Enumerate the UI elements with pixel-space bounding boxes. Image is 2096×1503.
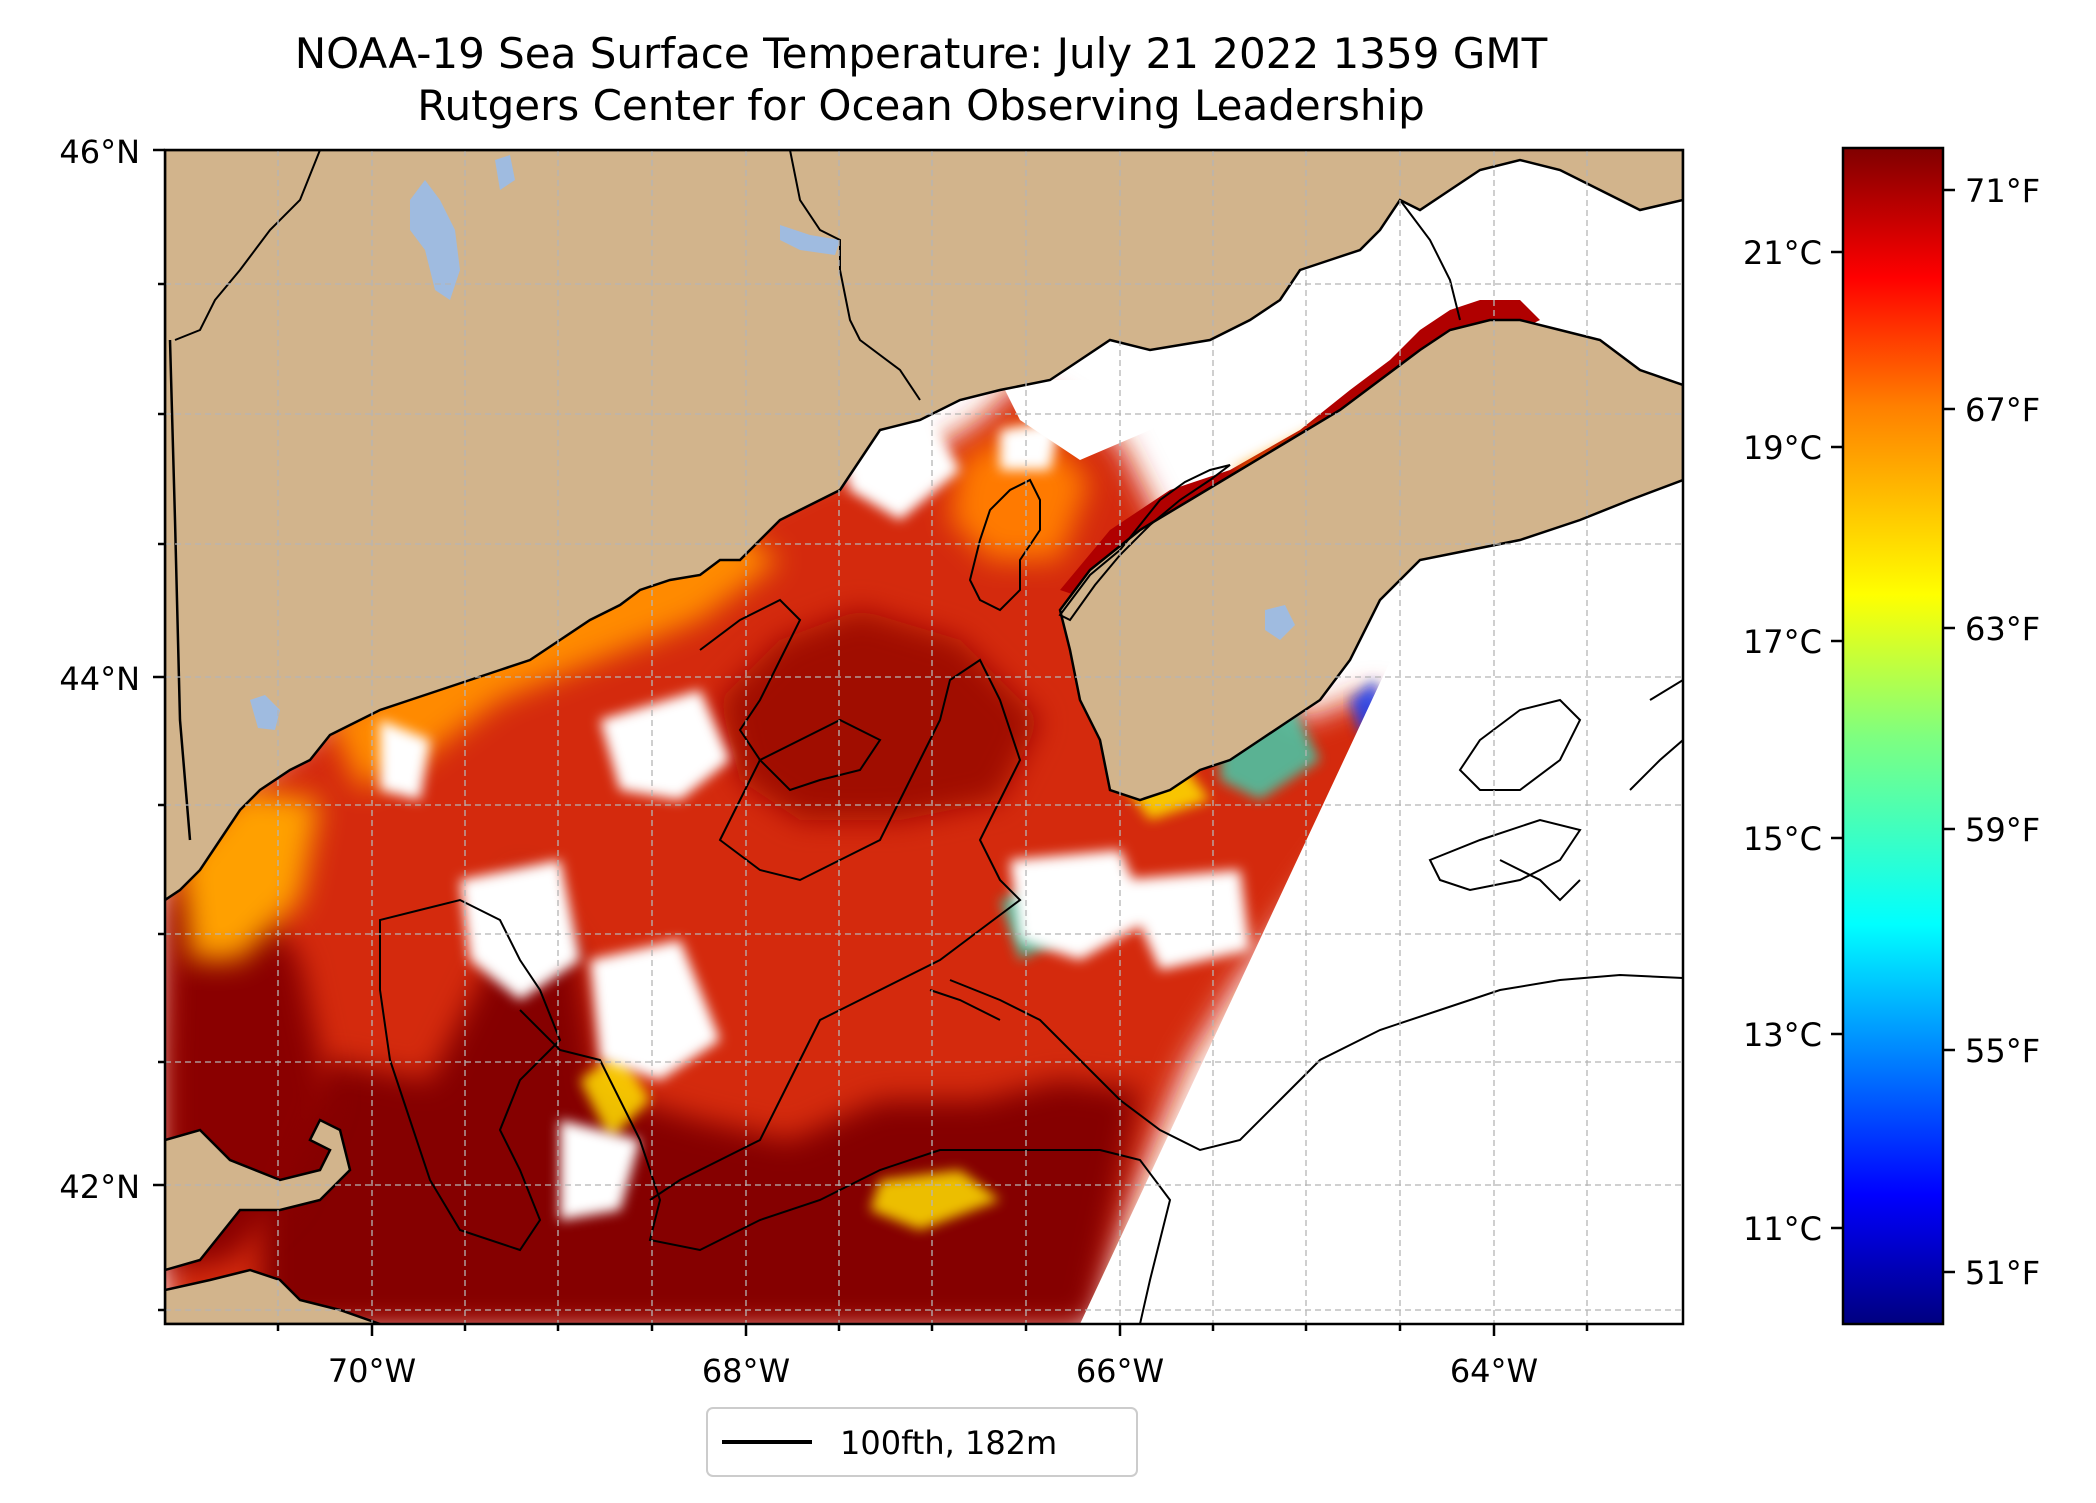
border-new-brunswick-ns xyxy=(1399,199,1461,321)
colorbar-celsius-21: 21°C xyxy=(1743,234,1822,272)
colorbar-celsius-15: 15°C xyxy=(1743,820,1822,858)
lake-grand-icon xyxy=(780,225,840,255)
border-maine-canada xyxy=(174,150,321,341)
lon-label-68w: 68°W xyxy=(702,1352,790,1390)
coast-grand-manan xyxy=(1058,464,1231,622)
land xyxy=(165,150,1683,1324)
lon-label-66w: 66°W xyxy=(1076,1352,1164,1390)
colorbar: 21°C 19°C 17°C 15°C 13°C 11°C 71°F 67°F … xyxy=(1743,146,2040,1326)
gridlines xyxy=(165,150,1683,1324)
map-subtitle: Rutgers Center for Ocean Observing Leade… xyxy=(417,81,1425,130)
colorbar-fahrenheit-51: 51°F xyxy=(1965,1254,2040,1292)
colorbar-fahrenheit-67: 67°F xyxy=(1965,391,2040,429)
land-cape-cod xyxy=(165,1118,352,1272)
legend-box xyxy=(706,1407,1138,1477)
lat-label-46n: 46°N xyxy=(59,133,140,171)
sst-warm-core-central xyxy=(720,610,1040,820)
lakes xyxy=(250,155,1295,730)
colorbar-fahrenheit-55: 55°F xyxy=(1965,1032,2040,1070)
lake-sebago-icon xyxy=(250,695,280,730)
border-ny-ne xyxy=(168,339,192,841)
land-new-england xyxy=(165,150,1683,902)
colorbar-fahrenheit-59: 59°F xyxy=(1965,811,2040,849)
colorbar-gradient xyxy=(1841,146,1945,1326)
lat-label-44n: 44°N xyxy=(59,660,140,698)
legend: 100fth, 182m xyxy=(706,1407,1138,1477)
colorbar-fahrenheit-71: 71°F xyxy=(1965,172,2040,210)
border-maine-new-brunswick xyxy=(789,150,921,401)
northern-gulf-no-data xyxy=(1000,320,1350,460)
map-title: NOAA-19 Sea Surface Temperature: July 21… xyxy=(295,29,1548,78)
lon-label-70w: 70°W xyxy=(328,1352,416,1390)
lon-label-64w: 64°W xyxy=(1450,1352,1538,1390)
colorbar-fahrenheit-63: 63°F xyxy=(1965,610,2040,648)
colorbar-ticks xyxy=(1831,188,1955,1274)
colorbar-celsius-13: 13°C xyxy=(1743,1016,1822,1054)
lake-rossignol-icon xyxy=(1265,605,1295,640)
lat-label-42n: 42°N xyxy=(59,1168,140,1206)
swath-edge-no-data xyxy=(1080,480,1683,1324)
sst-cool-patches xyxy=(1000,700,1360,960)
legend-isobath-label: 100fth, 182m xyxy=(840,1424,1057,1462)
map-panel xyxy=(165,150,1683,1324)
cloud-mask-gaps xyxy=(380,400,1260,1220)
colorbar-celsius-11: 11°C xyxy=(1743,1210,1822,1248)
land-nova-scotia xyxy=(1058,318,1683,802)
axis-ticks xyxy=(153,148,1589,1336)
sst-coastal-band xyxy=(330,520,780,790)
lake-chesuncook-icon xyxy=(495,155,515,190)
map-frame xyxy=(163,148,1685,1326)
colorbar-celsius-17: 17°C xyxy=(1743,623,1822,661)
lake-moosehead-icon xyxy=(410,180,460,300)
sst-yellow-streaks xyxy=(580,760,1210,1230)
colorbar-celsius-19: 19°C xyxy=(1743,429,1822,467)
